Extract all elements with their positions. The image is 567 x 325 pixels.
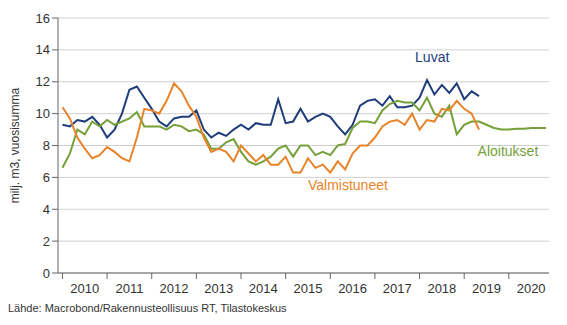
svg-text:2013: 2013 — [204, 281, 233, 296]
svg-text:2020: 2020 — [517, 281, 546, 296]
svg-text:2012: 2012 — [160, 281, 189, 296]
svg-text:2015: 2015 — [294, 281, 323, 296]
svg-text:6: 6 — [43, 170, 50, 185]
svg-text:8: 8 — [43, 138, 50, 153]
html-text:Lähde: Macrobond/Rakennusteoll: Lähde: Macrobond/Rakennusteollisuus RT, … — [8, 302, 287, 314]
svg-text:2017: 2017 — [383, 281, 412, 296]
svg-text:2014: 2014 — [249, 281, 278, 296]
svg-text:4: 4 — [43, 202, 50, 217]
svg-text:16: 16 — [36, 11, 50, 26]
svg-text:14: 14 — [36, 42, 50, 57]
svg-text:2: 2 — [43, 234, 50, 249]
svg-text:2016: 2016 — [338, 281, 367, 296]
svg-text:2019: 2019 — [472, 281, 501, 296]
svg-text:0: 0 — [43, 266, 50, 281]
svg-text:milj. m3, vuosisumma: milj. m3, vuosisumma — [8, 88, 22, 204]
html-text:Aloitukset: Aloitukset — [477, 143, 539, 160]
svg-text:12: 12 — [36, 74, 50, 89]
svg-text:2018: 2018 — [427, 281, 456, 296]
svg-text:2011: 2011 — [115, 281, 143, 296]
svg-text:2010: 2010 — [70, 281, 99, 296]
html-text:Luvat: Luvat — [415, 49, 450, 66]
html-text:Valmistuneet: Valmistuneet — [308, 176, 388, 193]
svg-text:10: 10 — [36, 106, 50, 121]
